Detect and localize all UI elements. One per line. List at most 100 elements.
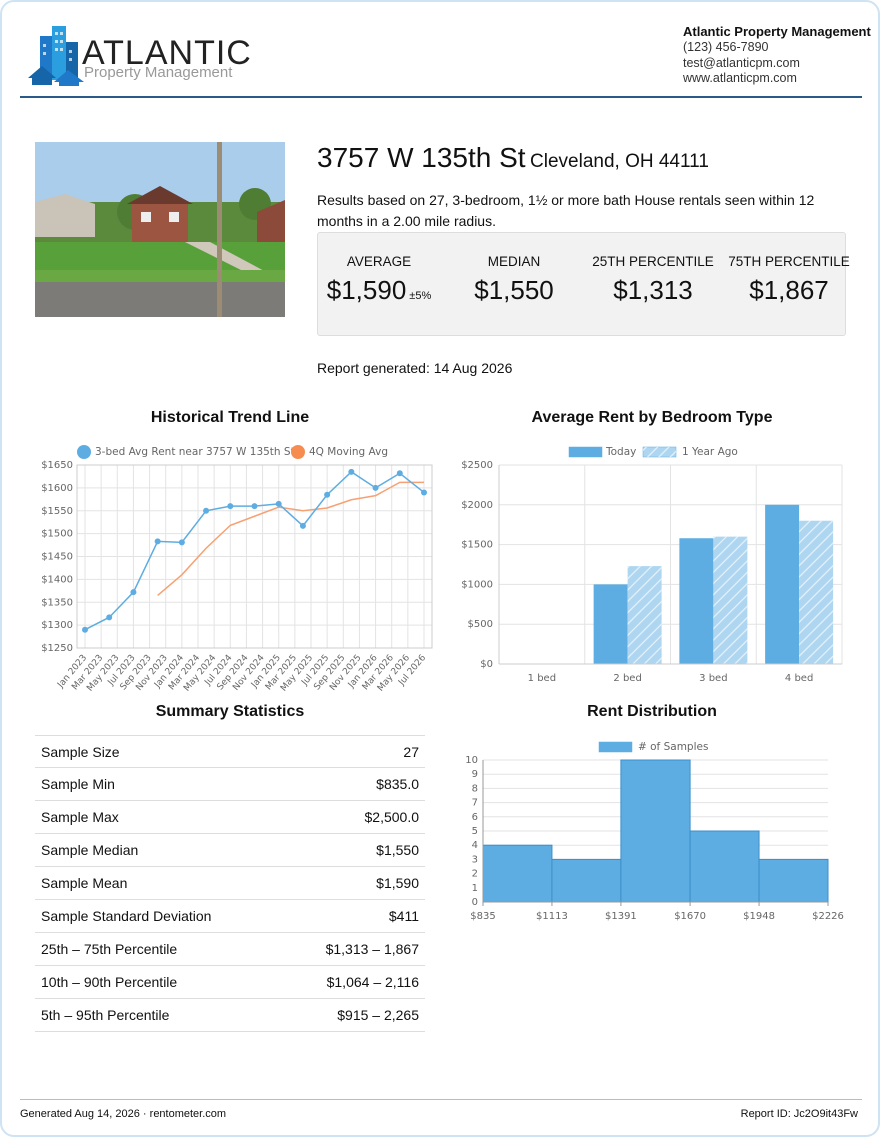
histogram-bar: [689, 830, 760, 903]
y-tick-label: $0: [480, 659, 493, 670]
y-tick-label: $1250: [41, 643, 73, 654]
company-name: Atlantic Property Management: [683, 24, 871, 39]
point: [372, 484, 379, 491]
point: [154, 538, 161, 545]
website: www.atlanticpm.com: [683, 71, 797, 85]
row-value: $411: [388, 908, 419, 924]
stat: 75TH PERCENTILE $1,867: [714, 254, 864, 306]
bar-hatch: [713, 536, 748, 664]
x-tick-label: 2 bed: [613, 673, 641, 684]
x-tick-label: $835: [470, 911, 495, 922]
summary-row: Sample Median $1,550: [35, 834, 425, 867]
y-tick-label: $1600: [41, 483, 73, 494]
x-tick-label: 3 bed: [699, 673, 727, 684]
address: 3757 W 135th St Cleveland, OH 44111: [317, 142, 709, 174]
y-tick-label: $1000: [461, 579, 493, 590]
y-tick-label: $1650: [41, 460, 73, 471]
legend-hatch: [643, 447, 676, 457]
row-value: $2,500.0: [364, 809, 420, 825]
y-tick-label: $2000: [461, 500, 493, 511]
bar: [593, 584, 628, 664]
city: Cleveland, OH 44111: [530, 151, 709, 172]
y-tick-label: 1: [472, 883, 478, 894]
summary-row: Sample Mean $1,590: [35, 867, 425, 900]
row-label: Sample Mean: [41, 875, 128, 891]
logo-subtitle: Property Management: [84, 64, 233, 81]
legend-swatch: [77, 445, 91, 459]
series-line: [157, 481, 424, 596]
point: [203, 507, 210, 514]
x-tick-label: $1670: [674, 911, 706, 922]
row-label: 25th – 75th Percentile: [41, 941, 178, 957]
legend-label: 3-bed Avg Rent near 3757 W 135th St: [95, 446, 295, 458]
point: [178, 539, 185, 546]
y-tick-label: 3: [472, 854, 478, 865]
y-tick-label: $1500: [41, 529, 73, 540]
stat: MEDIAN $1,550: [439, 254, 589, 306]
bar-hatch: [627, 566, 662, 664]
y-tick-label: $1500: [461, 540, 493, 551]
row-value: $1,550: [376, 842, 419, 858]
row-value: $1,064 – 2,116: [326, 974, 419, 990]
summary-row: 5th – 95th Percentile $915 – 2,265: [35, 999, 425, 1032]
summary-row: Sample Size 27: [35, 735, 425, 768]
histogram-bar: [620, 759, 691, 903]
y-tick-label: $1300: [41, 620, 73, 631]
x-tick-label: $1948: [743, 911, 775, 922]
summary-row: Sample Min $835.0: [35, 768, 425, 801]
stat-label: AVERAGE: [346, 254, 412, 269]
stat-value-wrap: $1,313: [578, 275, 728, 306]
y-tick-label: 9: [472, 769, 478, 780]
y-tick-label: 10: [465, 755, 478, 766]
y-tick-label: 5: [472, 826, 478, 837]
row-value: $835.0: [376, 776, 419, 792]
legend-swatch: [291, 445, 305, 459]
trend-chart: $1250 $1300 $1350 $1400 $1450 $1500 $1550 $1600…: [41, 445, 433, 694]
footer-right: Report ID: Jc2O9it43Fw: [740, 1108, 858, 1120]
point: [130, 589, 137, 596]
legend-swatch: [568, 446, 603, 458]
footer-left: Generated Aug 14, 2026 · rentometer.com: [20, 1108, 227, 1120]
point: [348, 468, 355, 475]
x-tick-label: $2226: [812, 911, 844, 922]
stat-value: $1,590: [326, 275, 407, 305]
row-value: $1,590: [376, 875, 419, 891]
row-label: Sample Min: [41, 776, 115, 792]
stat-note: ±5%: [409, 290, 432, 302]
row-label: 5th – 95th Percentile: [41, 1007, 170, 1023]
bedroom-chart: $0 $500 $1000 $1500 $2000 $2500 1 bed 2 bed 3 be…: [461, 446, 843, 684]
y-tick-label: $1550: [41, 506, 73, 517]
point: [275, 500, 282, 507]
property-photo: [35, 142, 285, 317]
stat-value-wrap: $1,550: [439, 275, 589, 306]
stat-label: MEDIAN: [487, 254, 541, 269]
point: [299, 522, 306, 529]
row-value: 27: [403, 744, 419, 760]
summary-row: 25th – 75th Percentile $1,313 – 1,867: [35, 933, 425, 966]
plot-frame: [76, 464, 433, 649]
y-tick-label: 8: [472, 783, 478, 794]
bar: [765, 504, 800, 664]
description: Results based on 27, 3-bedroom, 1½ or mo…: [317, 192, 815, 229]
y-tick-label: 6: [472, 812, 478, 823]
x-tick-label: $1391: [605, 911, 637, 922]
legend-swatch: [598, 741, 633, 753]
footer-rule: [20, 1099, 862, 1100]
row-label: Sample Median: [41, 842, 139, 858]
row-value: $915 – 2,265: [337, 1007, 419, 1023]
x-tick-label: 4 bed: [785, 673, 813, 684]
histogram-bar: [551, 858, 622, 903]
y-tick-label: $1450: [41, 552, 73, 563]
y-tick-label: $2500: [461, 460, 493, 471]
email: test@atlanticpm.com: [683, 56, 800, 70]
row-label: 10th – 90th Percentile: [41, 974, 178, 990]
stat-label: 75TH PERCENTILE: [728, 254, 850, 269]
legend-label: # of Samples: [638, 741, 708, 753]
stat-value: $1,550: [474, 275, 554, 305]
legend-label: 1 Year Ago: [682, 446, 738, 458]
point: [421, 489, 427, 496]
bar-hatch: [799, 520, 834, 664]
y-tick-label: 7: [472, 798, 478, 809]
x-tick-label: $1113: [536, 911, 568, 922]
street: 3757 W 135th St: [317, 142, 526, 173]
